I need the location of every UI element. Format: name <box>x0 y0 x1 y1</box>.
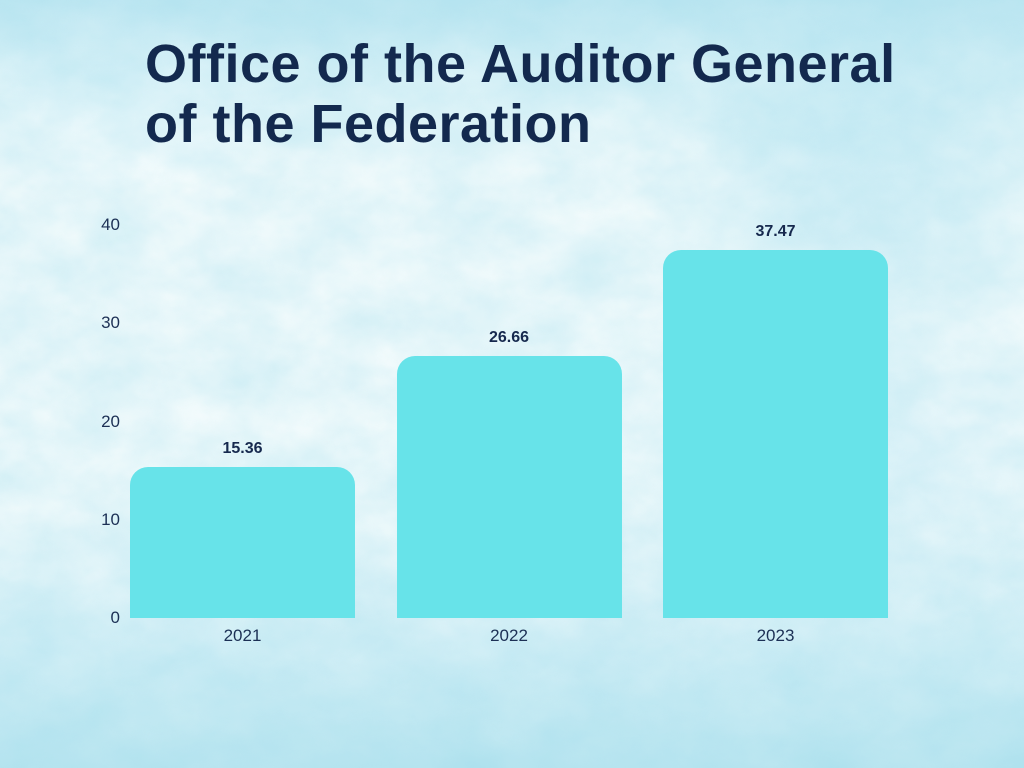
y-axis-tick-label: 10 <box>101 509 120 529</box>
x-axis-category-label: 2021 <box>223 626 262 645</box>
y-axis-tick-label: 20 <box>101 411 120 431</box>
bar-2022 <box>396 356 622 618</box>
y-axis-tick-label: 0 <box>110 608 120 627</box>
page-title: Office of the Auditor General of the Fed… <box>145 34 896 155</box>
bar-value-label: 26.66 <box>488 329 530 347</box>
bar-value-label: 15.36 <box>222 440 263 458</box>
bar-value-label: 37.47 <box>755 222 796 240</box>
plot-area: 15.36 2021 26.66 2022 37.47 2023 <box>125 222 905 645</box>
x-axis-category-label: 2023 <box>756 626 795 645</box>
bar-2023 <box>663 249 888 618</box>
y-axis-tick-label: 30 <box>101 313 120 333</box>
bar-2021 <box>130 467 355 618</box>
y-axis-tick-label: 40 <box>101 215 120 234</box>
x-axis-category-label: 2022 <box>490 626 528 645</box>
